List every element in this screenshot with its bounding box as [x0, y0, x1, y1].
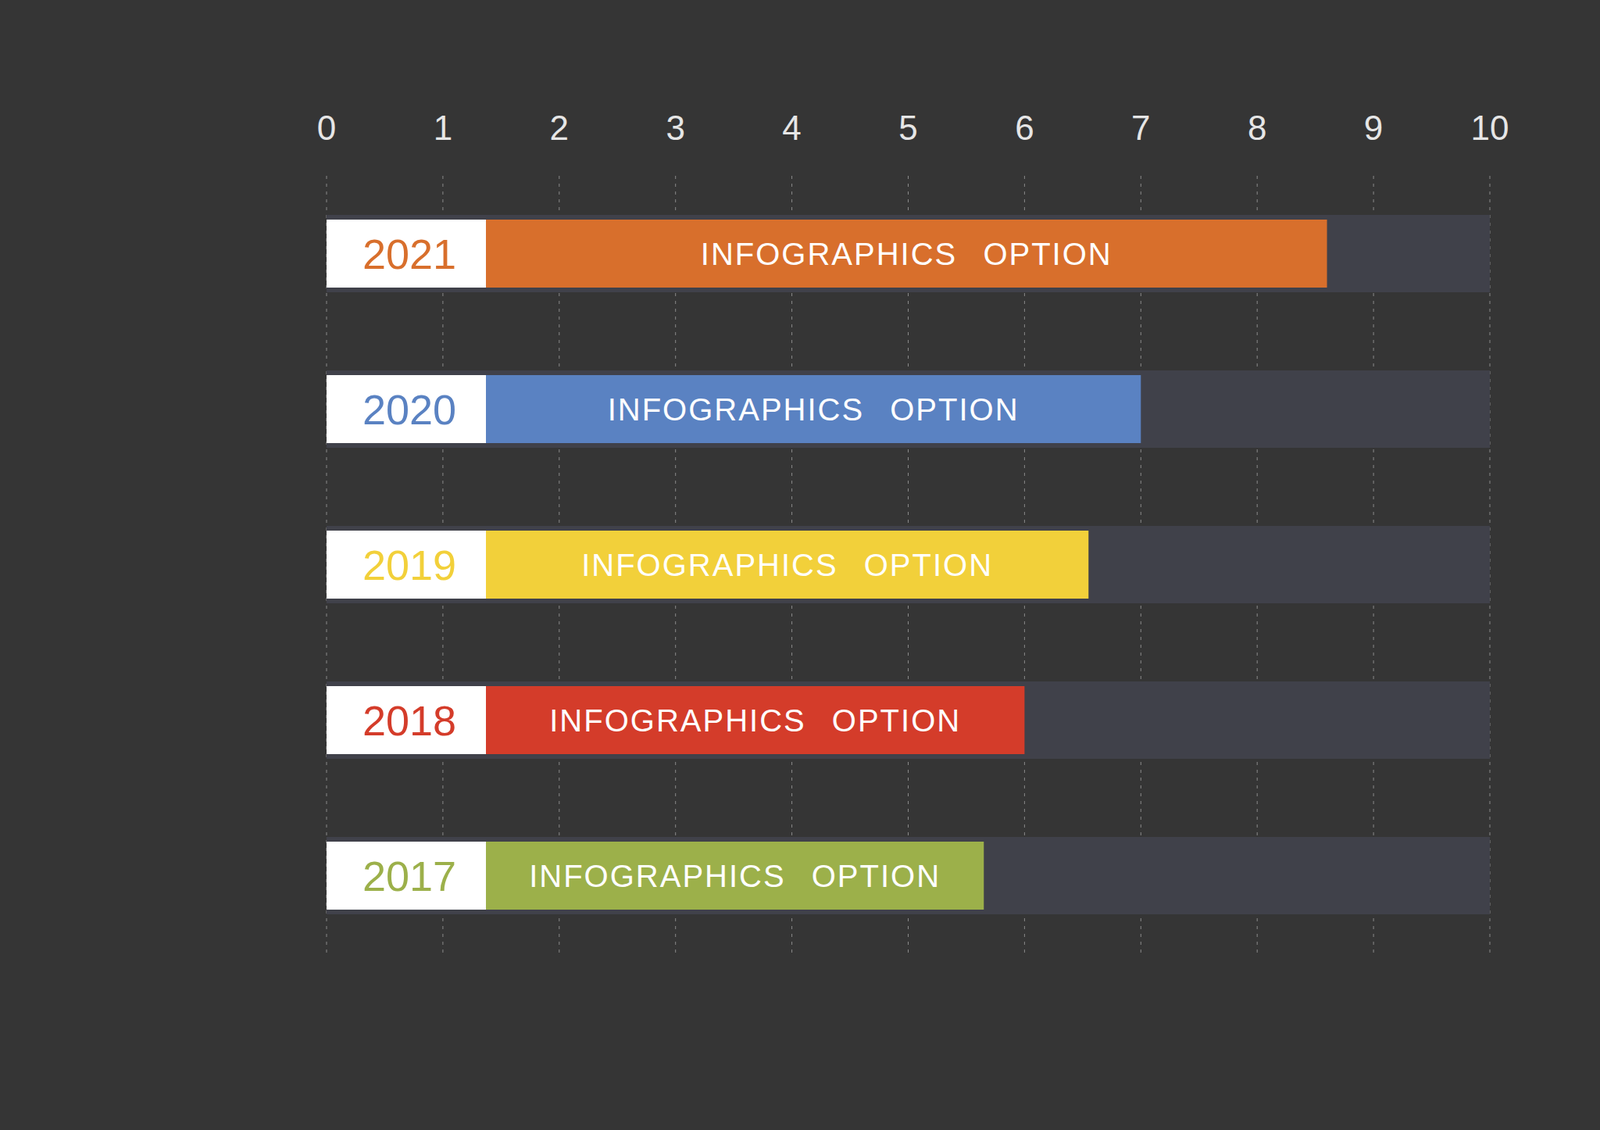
svg-text:2019: 2019	[362, 541, 457, 589]
svg-text:5: 5	[898, 108, 918, 147]
svg-text:INFOGRAPHICS OPTION: INFOGRAPHICS OPTION	[700, 236, 1113, 272]
svg-text:INFOGRAPHICS OPTION: INFOGRAPHICS OPTION	[528, 858, 941, 893]
svg-text:9: 9	[1364, 108, 1383, 147]
svg-text:2017: 2017	[362, 852, 457, 900]
svg-text:8: 8	[1247, 108, 1267, 147]
svg-text:2018: 2018	[362, 696, 457, 744]
svg-text:10: 10	[1471, 108, 1510, 147]
svg-text:2: 2	[550, 108, 569, 147]
svg-text:INFOGRAPHICS OPTION: INFOGRAPHICS OPTION	[581, 547, 993, 583]
svg-text:0: 0	[317, 108, 336, 147]
svg-text:4: 4	[782, 108, 801, 147]
svg-text:6: 6	[1014, 108, 1034, 147]
svg-text:INFOGRAPHICS OPTION: INFOGRAPHICS OPTION	[607, 392, 1020, 427]
svg-text:7: 7	[1131, 108, 1150, 147]
svg-text:1: 1	[433, 108, 453, 147]
svg-text:INFOGRAPHICS OPTION: INFOGRAPHICS OPTION	[549, 703, 961, 738]
svg-text:3: 3	[665, 108, 685, 147]
svg-text:2020: 2020	[362, 385, 457, 433]
svg-text:2021: 2021	[362, 230, 457, 278]
